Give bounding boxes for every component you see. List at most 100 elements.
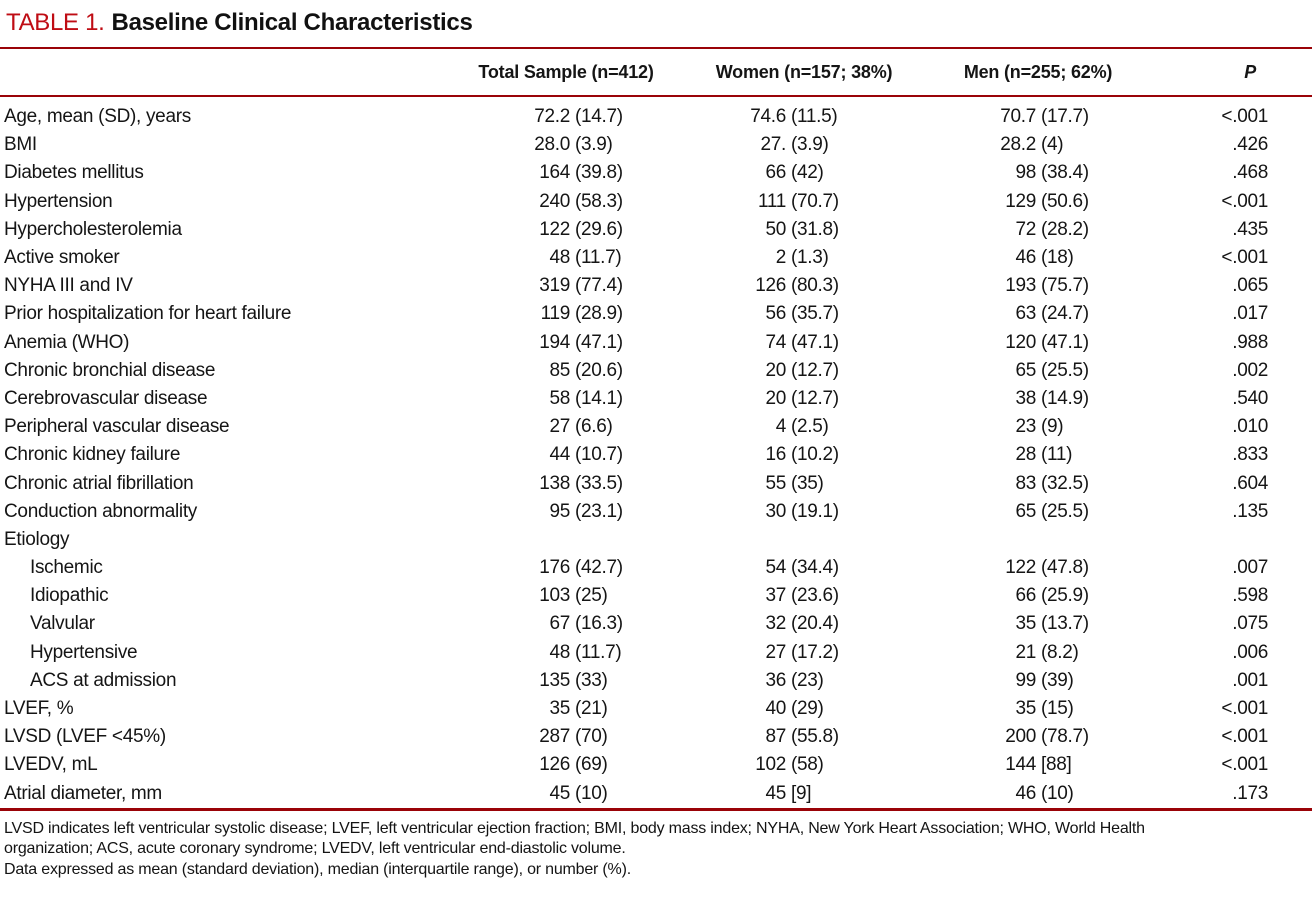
value-total-dispersion: (29.6) (575, 218, 623, 240)
value-men-dispersion: (47.1) (1041, 331, 1089, 353)
value-women: 66 (42) (658, 162, 858, 184)
value-men: 122 (47.8) (908, 557, 1108, 579)
table-row: Peripheral vascular disease 27 (6.6) 4 (… (0, 413, 1312, 441)
value-women-dispersion: (1.3) (791, 247, 829, 269)
value-total-dispersion: (39.8) (575, 162, 623, 184)
value-total-number: 35 (549, 698, 570, 720)
value-total-number: 164 (539, 162, 570, 184)
p-value: .604 (1232, 472, 1268, 494)
value-total-number: 126 (539, 754, 570, 776)
value-men-number: 65 (1015, 359, 1036, 381)
value-women-number: 74.6 (750, 106, 786, 128)
value-women: 20 (12.7) (658, 388, 858, 410)
value-total-dispersion: (6.6) (575, 416, 613, 438)
row-label: Etiology (4, 528, 70, 550)
value-women-number: 74 (765, 331, 786, 353)
value-total: 126 (69) (442, 754, 642, 776)
value-total-number: 103 (539, 585, 570, 607)
table-row: Active smoker 48 (11.7) 2 (1.3) 46 (18) … (0, 244, 1312, 272)
p-value: <.001 (1221, 106, 1268, 128)
value-men-number: 98 (1015, 162, 1036, 184)
value-total: 44 (10.7) (442, 444, 642, 466)
value-men-dispersion: (18) (1041, 247, 1074, 269)
row-label: Diabetes mellitus (4, 162, 144, 184)
value-women-number: 102 (755, 754, 786, 776)
value-total: 28.0 (3.9) (442, 134, 642, 156)
value-men-number: 193 (1005, 275, 1036, 297)
value-total: 164 (39.8) (442, 162, 642, 184)
p-value: .001 (1232, 669, 1268, 691)
table-row: Prior hospitalization for heart failure … (0, 300, 1312, 328)
value-total-number: 194 (539, 331, 570, 353)
value-women-dispersion: (34.4) (791, 557, 839, 579)
value-women: 30 (19.1) (658, 501, 858, 523)
table-row: Age, mean (SD), years 72.2 (14.7) 74.6 (… (0, 103, 1312, 131)
footnote-line: LVSD indicates left ventricular systolic… (4, 819, 1145, 837)
value-total-dispersion: (20.6) (575, 359, 623, 381)
value-men: 65 (25.5) (908, 360, 1108, 382)
column-header-total: Total Sample (n=412) (478, 61, 654, 82)
value-women-dispersion: (42) (791, 162, 824, 184)
value-total: 319 (77.4) (442, 275, 642, 297)
column-header-p: P (1244, 61, 1256, 82)
table-row: Conduction abnormality 95 (23.1) 30 (19.… (0, 498, 1312, 526)
value-men: 144 [88] (908, 754, 1108, 776)
value-women: 40 (29) (658, 698, 858, 720)
value-men-number: 65 (1015, 500, 1036, 522)
p-value: <.001 (1221, 698, 1268, 720)
table-row: Chronic atrial fibrillation 138 (33.5) 5… (0, 469, 1312, 497)
value-women: 74.6 (11.5) (658, 106, 858, 128)
value-total-dispersion: (47.1) (575, 331, 623, 353)
value-men-dispersion: (25.5) (1041, 500, 1089, 522)
column-header-women: Women (n=157; 38%) (715, 61, 893, 82)
row-label: BMI (4, 134, 37, 156)
value-total-number: 48 (549, 247, 570, 269)
value-men: 120 (47.1) (908, 332, 1108, 354)
table-row: LVEDV, mL 126 (69) 102 (58) 144 [88] <.0… (0, 751, 1312, 779)
value-men-dispersion: (38.4) (1041, 162, 1089, 184)
value-total-dispersion: (14.1) (575, 387, 623, 409)
value-men-number: 63 (1015, 303, 1036, 325)
table-row: Hypertension 240 (58.3) 111 (70.7) 129 (… (0, 188, 1312, 216)
value-men-dispersion: (8.2) (1041, 641, 1079, 663)
value-women-number: 45 (765, 782, 786, 804)
value-men-dispersion: (11) (1041, 444, 1073, 466)
value-women-number: 66 (765, 162, 786, 184)
value-total: 135 (33) (442, 670, 642, 692)
column-header-men: Men (n=255; 62%) (963, 61, 1113, 82)
value-total-number: 240 (539, 190, 570, 212)
value-total: 48 (11.7) (442, 247, 642, 269)
table-row: Chronic kidney failure 44 (10.7) 16 (10.… (0, 441, 1312, 469)
header-divider (0, 95, 1312, 97)
value-total-number: 45 (549, 782, 570, 804)
p-value: .002 (1232, 359, 1268, 381)
value-women-dispersion: (35.7) (791, 303, 839, 325)
value-total-number: 122 (539, 218, 570, 240)
value-women: 36 (23) (658, 670, 858, 692)
row-label: Cerebrovascular disease (4, 387, 208, 409)
value-total-dispersion: (28.9) (575, 303, 623, 325)
value-total: 176 (42.7) (442, 557, 642, 579)
value-men-dispersion: (10) (1041, 782, 1074, 804)
value-total-number: 27 (549, 416, 570, 438)
value-women: 2 (1.3) (658, 247, 858, 269)
value-total: 27 (6.6) (442, 416, 642, 438)
value-women: 37 (23.6) (658, 585, 858, 607)
p-value: .135 (1232, 500, 1268, 522)
value-women: 16 (10.2) (658, 444, 858, 466)
value-women-dispersion: (17.2) (791, 641, 839, 663)
value-total-dispersion: (16.3) (575, 613, 623, 635)
value-women-dispersion: (2.5) (791, 416, 829, 438)
value-women-dispersion: (3.9) (791, 134, 829, 156)
bottom-divider (0, 807, 1312, 811)
p-value: .017 (1232, 303, 1268, 325)
value-women-number: 40 (765, 698, 786, 720)
value-women: 4 (2.5) (658, 416, 858, 438)
p-value: .426 (1232, 134, 1268, 156)
value-men-dispersion: (25.5) (1041, 359, 1089, 381)
p-value: .988 (1232, 331, 1268, 353)
value-men-number: 35 (1015, 698, 1036, 720)
value-women-number: 56 (765, 303, 786, 325)
value-men: 23 (9) (908, 416, 1108, 438)
value-total: 103 (25) (442, 585, 642, 607)
